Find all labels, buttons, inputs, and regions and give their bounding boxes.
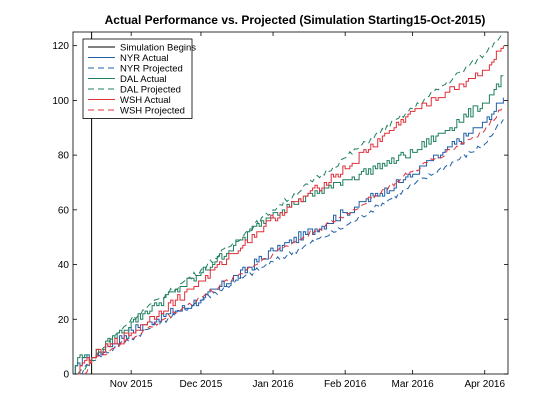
y-tick-label: 100 xyxy=(52,96,69,107)
x-tick-label: Apr 2016 xyxy=(464,379,505,390)
legend-label: WSH Actual xyxy=(120,95,171,106)
y-tick-label: 120 xyxy=(52,41,69,52)
y-tick-label: 0 xyxy=(63,370,69,381)
y-tick-label: 80 xyxy=(58,151,70,162)
legend-label: NYR Actual xyxy=(120,53,169,64)
legend-label: DAL Actual xyxy=(120,74,167,85)
chart-title: Actual Performance vs. Projected (Simula… xyxy=(105,13,486,27)
legend-label: NYR Projected xyxy=(120,63,183,74)
legend-label: WSH Projected xyxy=(120,105,185,116)
series-line-nyr-actual xyxy=(73,97,504,375)
x-tick-label: Dec 2015 xyxy=(180,379,223,390)
series-line-dal-projected xyxy=(77,31,504,375)
x-tick-label: Nov 2015 xyxy=(110,379,153,390)
series-line-wsh-actual xyxy=(77,45,504,375)
legend-label: Simulation Begins xyxy=(120,42,196,53)
y-tick-label: 20 xyxy=(58,315,70,326)
legend-label: DAL Projected xyxy=(120,84,181,95)
y-tick-label: 40 xyxy=(58,260,70,271)
axis-layer: 0 20 40 60 80 100 120 Nov 2015 Dec 2015 Jan 2016 F… xyxy=(52,32,508,390)
series-line-nyr-projected xyxy=(79,119,504,375)
x-tick-label: Jan 2016 xyxy=(252,379,294,390)
legend-box xyxy=(82,38,193,119)
x-tick-label: Feb 2016 xyxy=(324,379,367,390)
x-tick-label: Mar 2016 xyxy=(392,379,435,390)
series-line-wsh-projected xyxy=(84,105,504,375)
y-tick-label: 60 xyxy=(58,205,70,216)
